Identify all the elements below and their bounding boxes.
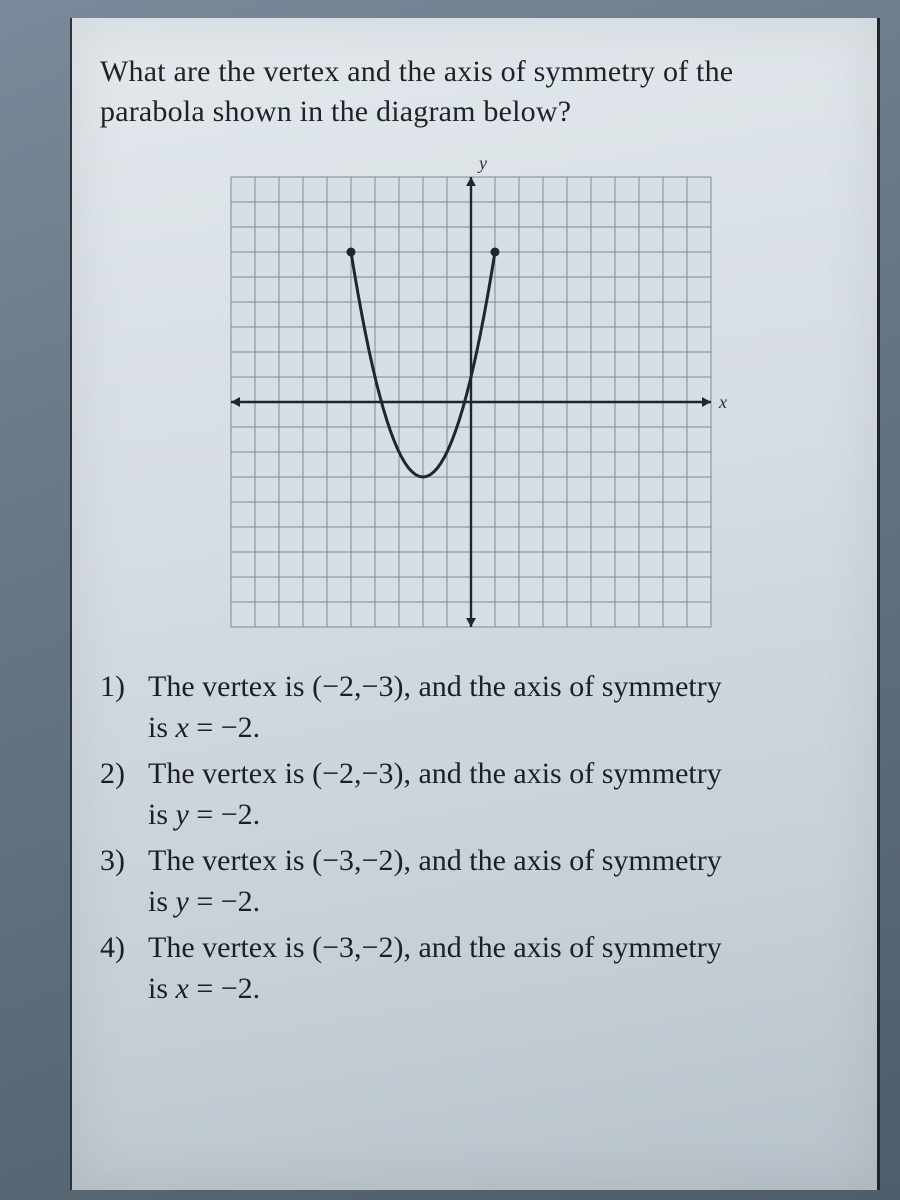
answer-choices: 1) The vertex is (−2,−3), and the axis o… [100,667,859,1009]
var-x: x [176,972,189,1005]
answer-4: 4) The vertex is (−3,−2), and the axis o… [100,928,859,1009]
answer-body: The vertex is (−2,−3), and the axis of s… [148,754,859,835]
question-line-1: What are the vertex and the axis of symm… [100,55,733,88]
answer-body: The vertex is (−2,−3), and the axis of s… [148,667,859,748]
answer-body: The vertex is (−3,−2), and the axis of s… [148,841,859,922]
question-line-2: parabola shown in the diagram below? [100,95,571,128]
answer-number: 1) [100,667,148,748]
var-y: y [176,885,189,918]
svg-text:y: y [477,153,487,173]
answer-1: 1) The vertex is (−2,−3), and the axis o… [100,667,859,748]
question-text: What are the vertex and the axis of symm… [100,52,859,131]
parabola-chart: yx [219,149,741,643]
var-x: x [176,711,189,744]
chart-container: yx [100,149,859,643]
answer-number: 3) [100,841,148,922]
worksheet-panel: What are the vertex and the axis of symm… [70,18,880,1190]
answer-3: 3) The vertex is (−3,−2), and the axis o… [100,841,859,922]
answer-2: 2) The vertex is (−2,−3), and the axis o… [100,754,859,835]
answer-body: The vertex is (−3,−2), and the axis of s… [148,928,859,1009]
answer-number: 2) [100,754,148,835]
answer-number: 4) [100,928,148,1009]
svg-text:x: x [718,392,727,412]
var-y: y [176,798,189,831]
